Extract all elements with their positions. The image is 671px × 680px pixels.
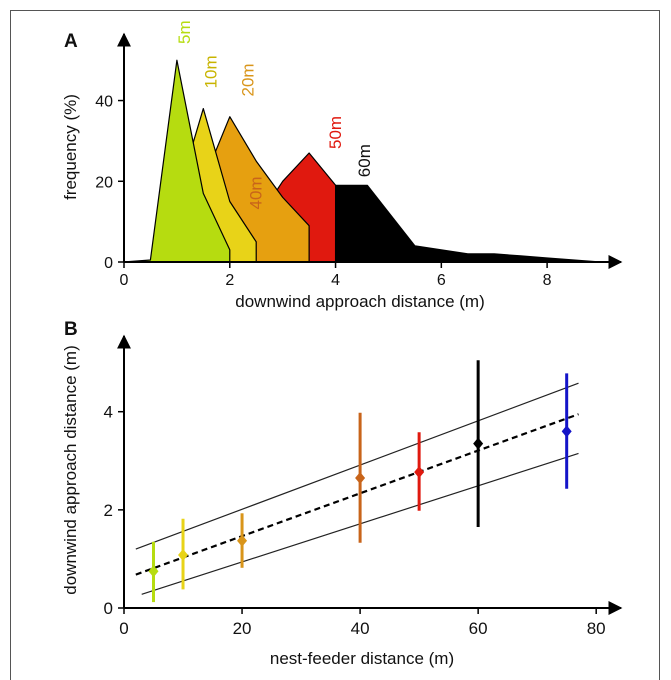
data-point bbox=[148, 565, 159, 578]
panel-b-points bbox=[148, 360, 572, 603]
panel-a-xlabel: downwind approach distance (m) bbox=[235, 292, 484, 311]
series-label-60m: 60m bbox=[355, 144, 374, 177]
panel-b-xtick-label: 20 bbox=[233, 619, 252, 638]
upper-band-line bbox=[135, 382, 579, 550]
data-point bbox=[355, 471, 366, 484]
panel-a-areas bbox=[123, 59, 601, 263]
panel-a: A 0 2 4 6 8 0 20 40 60m 50m 40m 20m 10m 5m downwind … bbox=[61, 20, 623, 311]
data-point bbox=[178, 549, 189, 561]
series-label-5m: 5m bbox=[175, 20, 194, 44]
panel-b-ytick-label: 4 bbox=[104, 403, 113, 422]
data-point bbox=[473, 437, 484, 450]
panel-b-axes bbox=[117, 334, 623, 615]
panel-a-xtick-label: 0 bbox=[120, 272, 129, 289]
data-point bbox=[561, 425, 572, 438]
panel-b-xtick-label: 40 bbox=[351, 619, 370, 638]
series-label-10m: 10m bbox=[202, 55, 221, 88]
data-point bbox=[414, 466, 425, 479]
panel-b-xtick-label: 80 bbox=[587, 619, 606, 638]
panel-b-label: B bbox=[64, 319, 78, 340]
panel-a-ytick-label: 0 bbox=[104, 255, 113, 272]
panel-b-lines bbox=[135, 382, 579, 595]
panel-a-ytick-label: 20 bbox=[95, 174, 113, 191]
panel-a-ticks: 0 2 4 6 8 0 20 40 bbox=[95, 94, 551, 289]
figure-frame bbox=[10, 10, 660, 680]
fit-line bbox=[135, 413, 579, 576]
panel-b-ylabel: downwind approach distance (m) bbox=[61, 345, 80, 594]
panel-b-xtick-label: 0 bbox=[119, 619, 128, 638]
panel-a-xtick-label: 2 bbox=[225, 272, 234, 289]
series-label-50m: 50m bbox=[326, 116, 345, 149]
panel-b-ytick-label: 2 bbox=[104, 501, 113, 520]
panel-b-ytick-label: 0 bbox=[104, 599, 113, 618]
panel-a-xtick-label: 4 bbox=[331, 272, 340, 289]
panel-a-ylabel: frequency (%) bbox=[61, 94, 80, 200]
panel-b-xlabel: nest-feeder distance (m) bbox=[270, 649, 454, 668]
panel-a-xtick-label: 8 bbox=[543, 272, 552, 289]
panel-a-axes bbox=[117, 32, 623, 269]
panel-b-ticks: 0 20 40 60 80 0 2 4 bbox=[104, 403, 606, 638]
series-label-40m: 40m bbox=[247, 176, 266, 209]
panel-a-label: A bbox=[64, 31, 78, 52]
panel-a-series-labels: 60m 50m 40m 20m 10m 5m bbox=[175, 20, 374, 209]
data-point bbox=[237, 534, 248, 547]
panel-b-xtick-label: 60 bbox=[469, 619, 488, 638]
series-label-20m: 20m bbox=[239, 63, 258, 96]
panel-a-xtick-label: 6 bbox=[437, 272, 446, 289]
panel-a-ytick-label: 40 bbox=[95, 94, 113, 111]
